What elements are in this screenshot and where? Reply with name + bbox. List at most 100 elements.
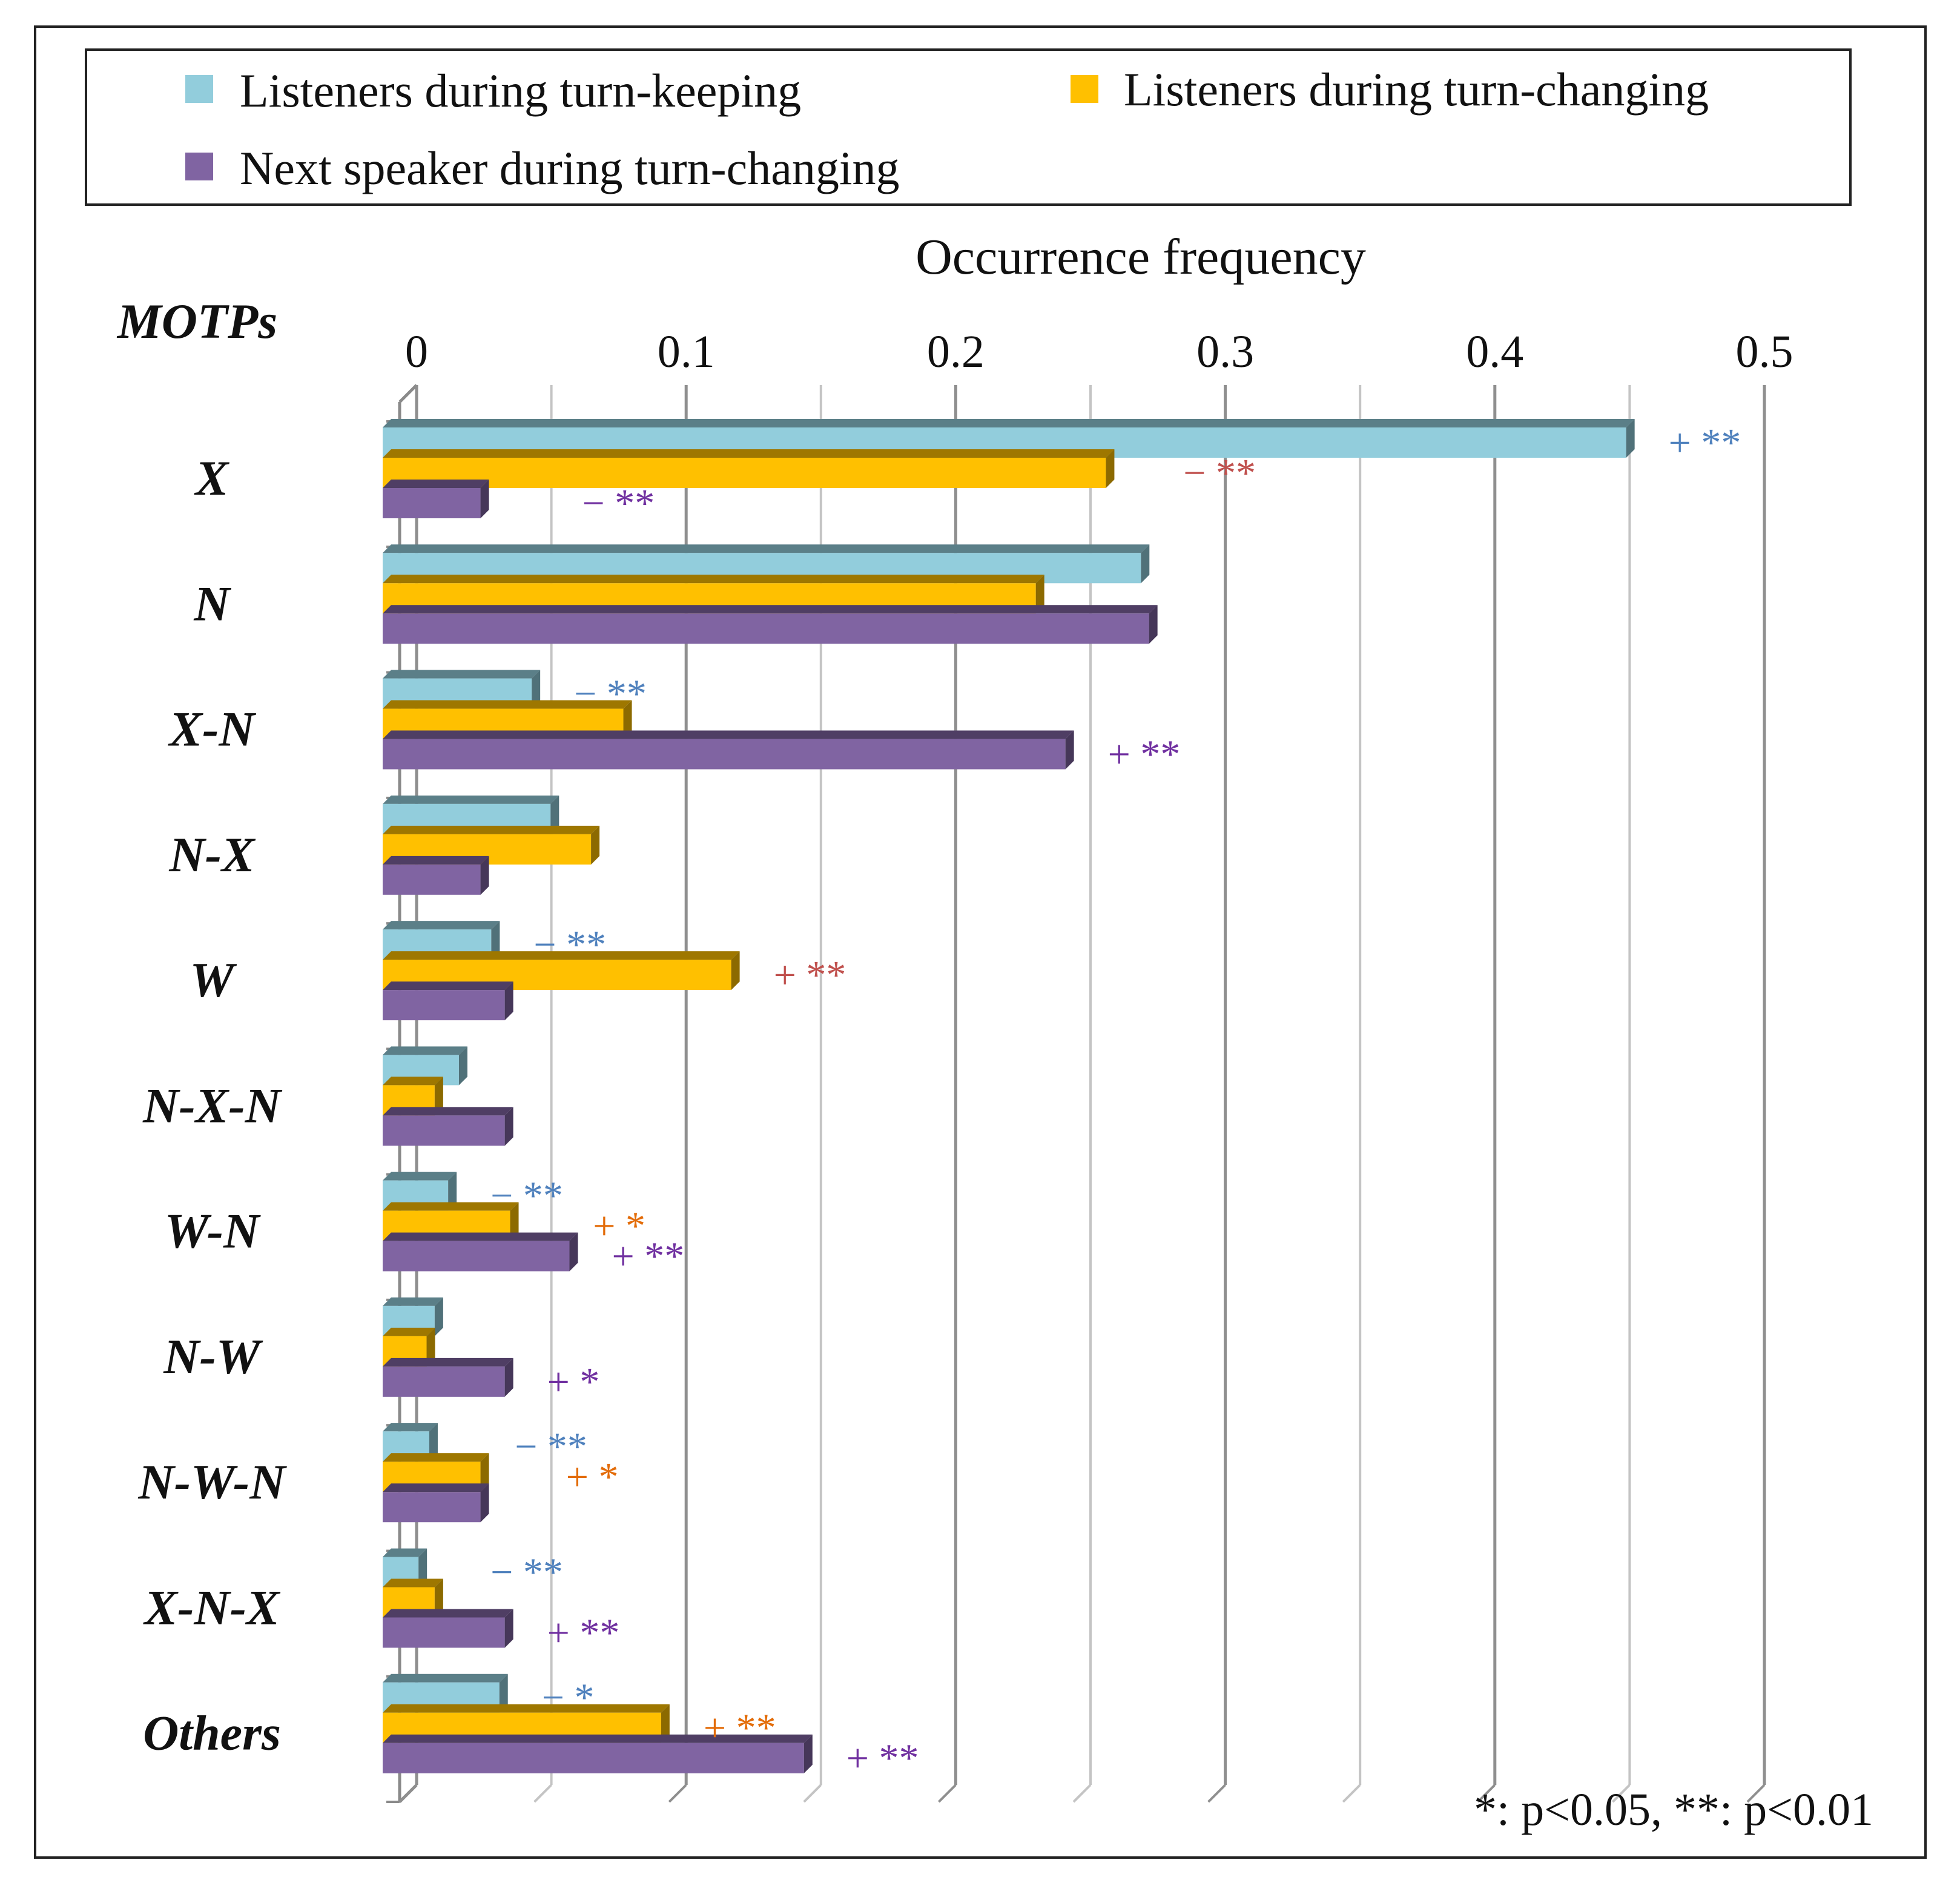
significance-mark: − ** xyxy=(490,1550,563,1594)
significance-mark: − ** xyxy=(1183,451,1256,495)
significance-mark: − ** xyxy=(574,672,647,716)
bar-front-face xyxy=(383,1366,505,1397)
bar-front-face xyxy=(383,1492,481,1523)
bar-front-face xyxy=(383,1115,505,1146)
bar-side-face xyxy=(1106,449,1115,488)
x-tick-label: 0.1 xyxy=(658,326,715,377)
category-label: N-X xyxy=(168,827,256,882)
bar-top-face xyxy=(383,1423,438,1432)
x-axis-title: Occurrence frequency xyxy=(916,229,1366,285)
bar-top-face xyxy=(383,1734,813,1743)
bar xyxy=(383,1357,513,1397)
legend-swatch-next-speaker xyxy=(185,153,213,180)
significance-mark: − ** xyxy=(533,923,606,967)
significance-mark: − * xyxy=(542,1676,595,1720)
category-label: Others xyxy=(143,1706,281,1761)
bar-top-face xyxy=(383,825,600,834)
bar-side-face xyxy=(504,981,513,1021)
bar-side-face xyxy=(1035,575,1044,614)
bar-side-face xyxy=(731,951,740,991)
bar-top-face xyxy=(383,795,559,804)
bar-side-face xyxy=(499,1674,508,1713)
bar-side-face xyxy=(504,1357,513,1397)
bar-top-face xyxy=(383,1327,435,1336)
category-label: W xyxy=(190,952,237,1007)
bar xyxy=(383,1609,513,1648)
category-label: N xyxy=(193,576,231,631)
bar-top-face xyxy=(383,1704,670,1713)
bar-side-face xyxy=(418,1548,427,1588)
gridline-floor xyxy=(803,1784,822,1803)
bar-top-face xyxy=(383,1453,489,1462)
chart-frame: Listeners during turn-keeping Listeners … xyxy=(34,25,1927,1859)
bar-side-face xyxy=(448,1172,457,1211)
bar-side-face xyxy=(1141,544,1150,584)
bar-top-face xyxy=(383,605,1158,614)
category-label: W-N xyxy=(165,1204,261,1259)
bar xyxy=(383,1734,813,1773)
bar-side-face xyxy=(426,1327,435,1367)
significance-mark: + ** xyxy=(612,1235,684,1279)
category-label: N-X-N xyxy=(142,1078,283,1133)
bar-top-face xyxy=(383,1578,443,1588)
legend-label-next-speaker: Next speaker during turn-changing xyxy=(240,142,900,194)
bar-side-face xyxy=(480,856,489,895)
bar-top-face xyxy=(383,951,740,960)
bar xyxy=(383,1483,489,1523)
annotation-layer: + **− **− **− **+ **− **+ **− **+ *+ **+… xyxy=(490,421,1741,1781)
chart-svg: Listeners during turn-keeping Listeners … xyxy=(85,48,1873,1835)
gridline-floor xyxy=(668,1784,687,1803)
legend-swatch-turn-keeping xyxy=(185,75,213,103)
bar-side-face xyxy=(504,1107,513,1146)
bar-top-face xyxy=(383,700,632,709)
bar-front-face xyxy=(383,739,1066,770)
gridline-floor xyxy=(533,1784,553,1803)
bar-top-face xyxy=(383,575,1044,584)
bar-front-face xyxy=(383,1241,570,1271)
gridline-floor xyxy=(1072,1784,1092,1803)
category-label-layer: X N X-N N-X W N-X-N W-N N-W N-W-N X-N-X Others xyxy=(138,450,288,1761)
bar-top-face xyxy=(383,544,1150,553)
bar-front-face xyxy=(383,1617,505,1648)
bar-side-face xyxy=(803,1734,813,1773)
significance-mark: + ** xyxy=(774,953,846,997)
axis-corner-top xyxy=(398,384,418,403)
bar-front-face xyxy=(383,990,505,1021)
gridline-floor xyxy=(1207,1784,1227,1803)
category-label: X-N xyxy=(167,702,256,757)
bar-side-face xyxy=(661,1704,670,1743)
bar-top-face xyxy=(383,856,489,865)
legend-swatch-turn-changing xyxy=(1071,75,1098,103)
bar-side-face xyxy=(623,700,632,739)
significance-mark: + ** xyxy=(1669,421,1741,465)
legend-box xyxy=(85,48,1852,206)
tick-layer: 0 0.1 0.2 0.3 0.4 0.5 xyxy=(405,326,1793,377)
significance-mark: + ** xyxy=(547,1611,620,1655)
bar-side-face xyxy=(429,1423,438,1462)
bar-top-face xyxy=(383,1046,467,1055)
bar-top-face xyxy=(383,1674,508,1683)
bar-side-face xyxy=(434,1297,443,1336)
bar-side-face xyxy=(480,1483,489,1523)
bar-side-face xyxy=(491,921,500,960)
bar xyxy=(383,449,1115,488)
gridline-floor xyxy=(937,1784,957,1803)
bar-top-face xyxy=(383,449,1115,458)
bar-top-face xyxy=(383,1357,513,1367)
bar-side-face xyxy=(458,1046,467,1086)
significance-mark: − ** xyxy=(490,1174,563,1218)
gridline-floor xyxy=(1477,1784,1496,1803)
bar xyxy=(383,1578,443,1618)
bar-front-face xyxy=(383,488,481,518)
bar-top-face xyxy=(383,730,1074,739)
legend-label-turn-changing: Listeners during turn-changing xyxy=(1124,63,1709,116)
bar-side-face xyxy=(480,480,489,518)
significance-mark: + ** xyxy=(704,1706,776,1750)
bar-top-face xyxy=(383,1107,513,1116)
bar-top-face xyxy=(383,1297,443,1306)
bar xyxy=(383,981,513,1021)
bar-top-face xyxy=(383,1232,578,1241)
bar xyxy=(383,480,489,518)
y-axis-title: MOTPs xyxy=(116,294,277,349)
bar-top-face xyxy=(383,1548,427,1557)
